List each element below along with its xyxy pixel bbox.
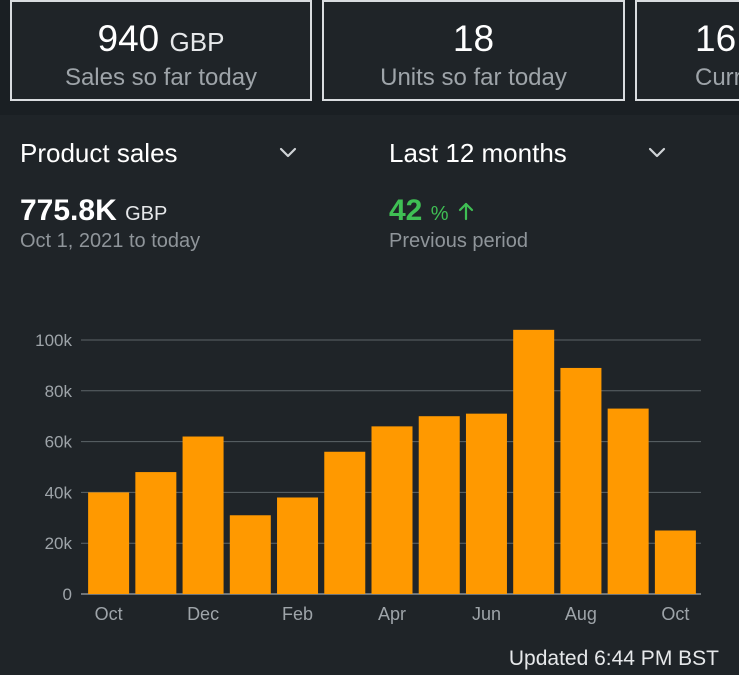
bar-jun-8[interactable] bbox=[465, 413, 507, 594]
x-tick-label: Oct bbox=[95, 604, 123, 624]
bar-apr-6[interactable] bbox=[371, 426, 413, 594]
bar-jan-3[interactable] bbox=[229, 515, 271, 594]
y-tick-label: 0 bbox=[63, 585, 72, 604]
updated-timestamp: Updated 6:44 PM BST bbox=[508, 647, 719, 670]
stat-unit: GBP bbox=[169, 27, 225, 57]
y-tick-label: 100k bbox=[35, 331, 72, 350]
chevron-down-icon bbox=[648, 147, 666, 158]
total-sales-value: 775.8K bbox=[20, 194, 117, 227]
stat-label: Units so far today bbox=[380, 64, 567, 91]
y-tick-label: 60k bbox=[45, 433, 73, 452]
x-tick-label: Oct bbox=[661, 604, 689, 624]
x-tick-label: Jun bbox=[472, 604, 501, 624]
chevron-down-icon bbox=[279, 147, 297, 158]
stat-value: 940 GBP bbox=[97, 18, 225, 59]
x-tick-label: Apr bbox=[378, 604, 406, 624]
period-change: 42 % bbox=[389, 194, 475, 231]
bar-dec-2[interactable] bbox=[182, 436, 224, 594]
stat-card-current[interactable]: 16. Curr bbox=[635, 0, 739, 101]
arrow-up-icon bbox=[458, 202, 473, 221]
total-sales-unit: GBP bbox=[125, 203, 168, 225]
y-tick-label: 80k bbox=[45, 382, 73, 401]
bar-may-7[interactable] bbox=[418, 416, 460, 594]
period-dropdown-label: Last 12 months bbox=[389, 138, 567, 168]
x-tick-label: Feb bbox=[282, 604, 313, 624]
stat-label: Curr bbox=[695, 64, 739, 91]
period-change-value: 42 bbox=[389, 194, 423, 227]
y-tick-label: 40k bbox=[45, 483, 73, 502]
stat-card-sales-today[interactable]: 940 GBP Sales so far today bbox=[10, 0, 312, 101]
period-change-label: Previous period bbox=[389, 230, 528, 252]
bar-jul-9[interactable] bbox=[513, 329, 555, 594]
bar-feb-4[interactable] bbox=[277, 497, 319, 594]
metric-dropdown-label: Product sales bbox=[20, 138, 178, 168]
bar-aug-10[interactable] bbox=[560, 367, 602, 594]
stat-value: 16. bbox=[695, 18, 739, 59]
total-sales-range: Oct 1, 2021 to today bbox=[20, 230, 201, 252]
x-tick-label: Aug bbox=[565, 604, 597, 624]
bar-sep-11[interactable] bbox=[607, 408, 649, 594]
x-tick-label: Dec bbox=[187, 604, 219, 624]
today-stats-strip: 940 GBP Sales so far today 18 Units so f… bbox=[0, 0, 739, 115]
period-change-unit: % bbox=[430, 203, 449, 225]
total-sales: 775.8K GBP bbox=[20, 194, 167, 231]
stat-label: Sales so far today bbox=[64, 64, 258, 91]
metric-dropdown[interactable]: Product sales bbox=[20, 134, 300, 172]
stat-value: 18 bbox=[452, 18, 495, 59]
bar-oct-12[interactable] bbox=[654, 530, 696, 595]
period-dropdown[interactable]: Last 12 months bbox=[389, 134, 669, 172]
bar-nov-1[interactable] bbox=[135, 472, 177, 594]
bar-oct-0[interactable] bbox=[88, 492, 130, 594]
y-tick-label: 20k bbox=[45, 534, 73, 553]
stat-card-units-today[interactable]: 18 Units so far today bbox=[322, 0, 625, 101]
sales-bar-chart: 0 20k 40k 60k 80k 100k Oct Dec Feb Apr Jun Aug Oct bbox=[35, 329, 701, 624]
bar-mar-5[interactable] bbox=[324, 451, 366, 594]
